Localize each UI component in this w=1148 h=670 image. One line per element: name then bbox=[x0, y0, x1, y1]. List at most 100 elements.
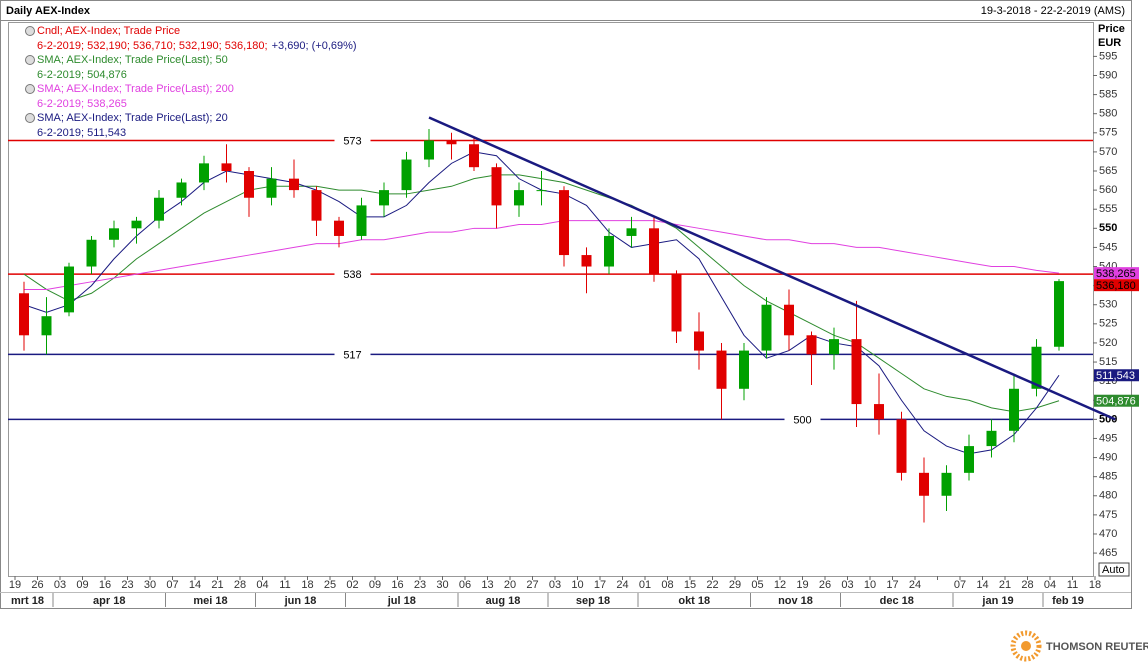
candle-body bbox=[761, 304, 772, 351]
plot-frame bbox=[8, 22, 1094, 577]
x-tick-label: 14 bbox=[976, 579, 988, 591]
x-tick-label: 11 bbox=[279, 579, 290, 591]
x-tick-label: 30 bbox=[436, 579, 448, 591]
x-tick-label: 15 bbox=[684, 579, 696, 591]
legend-change: +3,690; (+0,69%) bbox=[272, 40, 357, 52]
legend-icon bbox=[25, 55, 35, 65]
candle-body bbox=[356, 205, 367, 236]
month-label: mei 18 bbox=[193, 595, 227, 607]
candle-body bbox=[941, 472, 952, 496]
candle-body bbox=[784, 304, 794, 336]
legend-name: Cndl; AEX-Index; Trade Price bbox=[37, 25, 180, 37]
x-tick-label: 09 bbox=[369, 579, 381, 591]
level-label-box bbox=[784, 410, 821, 429]
candle-body bbox=[1031, 346, 1042, 389]
x-tick-label: 03 bbox=[841, 579, 853, 591]
brand-name: THOMSON REUTERS bbox=[1046, 641, 1148, 653]
candle-body bbox=[919, 472, 929, 496]
frame bbox=[0, 0, 1132, 609]
x-tick-label: 18 bbox=[301, 579, 313, 591]
y-tick-label: 495 bbox=[1099, 432, 1117, 444]
legend-last: 6-2-2019; 511,543 bbox=[37, 127, 126, 139]
level-label: 517 bbox=[343, 349, 361, 361]
scale-mode-box[interactable] bbox=[1098, 562, 1130, 577]
x-tick-label: 27 bbox=[526, 579, 538, 591]
candle-body bbox=[176, 182, 187, 198]
y-tick-label: 595 bbox=[1099, 50, 1117, 62]
level-label-box bbox=[334, 345, 371, 364]
chart-title: Daily AEX-Index bbox=[6, 5, 91, 17]
x-tick-label: 16 bbox=[391, 579, 403, 591]
price-tag bbox=[1094, 394, 1139, 407]
x-tick-label: 04 bbox=[1044, 579, 1056, 591]
y-tick-label: 580 bbox=[1099, 108, 1117, 120]
candle-body bbox=[469, 144, 479, 168]
x-tick-label: 10 bbox=[571, 579, 583, 591]
y-label: Price bbox=[1098, 23, 1125, 35]
candle-body bbox=[401, 159, 412, 191]
candle-body bbox=[64, 266, 74, 313]
price-tag bbox=[1094, 267, 1139, 280]
y-tick-label: 575 bbox=[1099, 127, 1117, 139]
candle-body bbox=[604, 235, 614, 267]
x-tick-label: 05 bbox=[751, 579, 763, 591]
month-label: nov 18 bbox=[778, 595, 813, 607]
y-tick-label: 550 bbox=[1099, 222, 1117, 234]
legend-icon bbox=[25, 84, 35, 94]
legend-last: 6-2-2019; 504,876 bbox=[37, 69, 127, 81]
candle-body bbox=[19, 293, 29, 336]
y-tick-label: 520 bbox=[1099, 337, 1117, 349]
x-tick-label: 30 bbox=[144, 579, 156, 591]
y-tick-label: 475 bbox=[1099, 509, 1117, 521]
candle-body bbox=[266, 178, 277, 198]
y-tick-label: 465 bbox=[1099, 547, 1117, 559]
x-tick-label: 03 bbox=[549, 579, 561, 591]
x-tick-label: 21 bbox=[999, 579, 1011, 591]
month-label: dec 18 bbox=[880, 595, 914, 607]
x-tick-label: 24 bbox=[909, 579, 921, 591]
x-tick-label: 28 bbox=[1021, 579, 1033, 591]
x-tick-label: 08 bbox=[661, 579, 673, 591]
x-tick-label: 03 bbox=[54, 579, 66, 591]
candle-body bbox=[491, 167, 502, 206]
month-label: apr 18 bbox=[93, 595, 125, 607]
scale-mode[interactable]: Auto bbox=[1102, 564, 1125, 576]
x-tick-label: 21 bbox=[211, 579, 223, 591]
candle-body bbox=[581, 255, 592, 267]
y-tick-label: 500 bbox=[1099, 413, 1117, 425]
candle-body bbox=[334, 220, 344, 236]
candle-body bbox=[311, 190, 322, 221]
y-tick-label: 470 bbox=[1099, 528, 1117, 540]
candle-body bbox=[244, 171, 254, 198]
candle-body bbox=[1054, 281, 1064, 347]
y-tick-label: 515 bbox=[1099, 356, 1117, 368]
x-tick-label: 07 bbox=[166, 579, 178, 591]
y-tick-label: 555 bbox=[1099, 203, 1117, 215]
y-tick-label: 485 bbox=[1099, 471, 1117, 483]
x-tick-label: 01 bbox=[639, 579, 651, 591]
candle-body bbox=[154, 197, 164, 221]
legend-icon bbox=[25, 113, 35, 123]
x-tick-label: 25 bbox=[324, 579, 336, 591]
x-tick-label: 19 bbox=[9, 579, 21, 591]
price-tag-label: 538,265 bbox=[1096, 268, 1136, 280]
candle-body bbox=[86, 239, 97, 267]
candle-body bbox=[446, 140, 457, 145]
x-tick-label: 23 bbox=[121, 579, 133, 591]
x-tick-label: 29 bbox=[729, 579, 741, 591]
x-tick-label: 19 bbox=[796, 579, 808, 591]
month-label: aug 18 bbox=[486, 595, 521, 607]
x-tick-label: 22 bbox=[706, 579, 718, 591]
legend-name: SMA; AEX-Index; Trade Price(Last); 200 bbox=[37, 83, 234, 95]
x-tick-label: 10 bbox=[864, 579, 876, 591]
x-tick-label: 06 bbox=[459, 579, 471, 591]
candle-body bbox=[964, 446, 974, 473]
candle-body bbox=[829, 339, 839, 355]
legend-last: 6-2-2019; 532,190; 536,710; 532,190; 536… bbox=[37, 40, 268, 52]
price-tag-label: 511,543 bbox=[1096, 370, 1135, 382]
candle-body bbox=[221, 163, 232, 172]
month-label: jul 18 bbox=[387, 595, 416, 607]
x-tick-label: 24 bbox=[616, 579, 628, 591]
candle-body bbox=[514, 190, 524, 206]
